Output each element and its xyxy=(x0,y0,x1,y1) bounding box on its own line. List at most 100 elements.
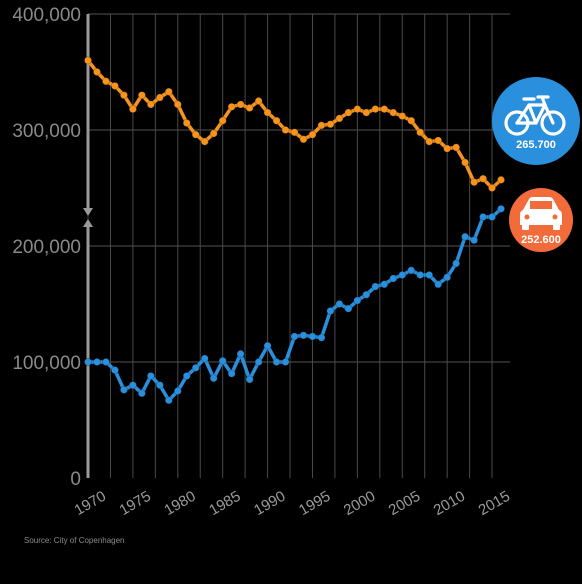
x-tick-labels: 1970 1975 1980 1985 1990 1995 2000 2005 2010 2015 xyxy=(72,488,513,519)
data-point xyxy=(488,183,497,192)
data-point xyxy=(425,270,434,279)
data-point xyxy=(479,174,488,183)
data-point xyxy=(173,386,182,395)
x-tick-label: 2010 xyxy=(431,488,468,519)
data-point xyxy=(272,357,281,366)
data-point xyxy=(326,120,335,129)
x-tick-label: 1990 xyxy=(251,488,288,519)
y-axis xyxy=(83,14,93,478)
data-point xyxy=(416,128,425,137)
data-point xyxy=(245,375,254,384)
data-point xyxy=(290,332,299,341)
data-point xyxy=(209,129,218,138)
data-point xyxy=(362,108,371,117)
data-point xyxy=(182,371,191,380)
x-tick-label: 2005 xyxy=(386,488,423,519)
axis-break-arrow-up xyxy=(83,219,93,227)
data-point xyxy=(236,349,245,358)
data-point xyxy=(227,369,236,378)
data-point xyxy=(110,81,119,90)
y-tick-label: 300,000 xyxy=(12,121,81,142)
y-tick-labels: 0 100,000 200,000 300,000 400,000 xyxy=(12,5,81,490)
x-tick-label: 1985 xyxy=(206,488,243,519)
car-icon xyxy=(520,197,562,230)
data-point xyxy=(371,105,380,114)
y-tick-label: 200,000 xyxy=(12,237,81,258)
data-point xyxy=(281,357,290,366)
data-point xyxy=(227,102,236,111)
data-point xyxy=(308,332,317,341)
series-line-0 xyxy=(86,59,503,190)
data-point xyxy=(218,356,227,365)
data-point xyxy=(146,100,155,109)
data-point xyxy=(317,333,326,342)
y-tick-label: 400,000 xyxy=(12,5,81,26)
data-point xyxy=(92,357,101,366)
data-point xyxy=(470,236,479,245)
data-point xyxy=(164,87,173,96)
series-line-1 xyxy=(88,207,503,403)
data-point xyxy=(290,128,299,137)
data-point xyxy=(101,77,110,86)
data-point xyxy=(155,381,164,390)
series-layer xyxy=(84,56,506,405)
data-point xyxy=(191,363,200,372)
x-tick-label: 1995 xyxy=(296,488,333,519)
car-value-label: 252.600 xyxy=(521,234,561,246)
y-tick-label: 0 xyxy=(70,469,81,490)
data-point xyxy=(119,385,128,394)
data-point xyxy=(326,306,335,315)
data-point xyxy=(299,331,308,340)
data-point xyxy=(200,137,209,146)
x-tick-label: 2000 xyxy=(341,488,378,519)
data-point xyxy=(380,105,389,114)
data-point xyxy=(398,270,407,279)
data-point xyxy=(434,280,443,289)
data-point xyxy=(335,114,344,123)
data-point xyxy=(191,130,200,139)
data-point xyxy=(344,304,353,313)
grid-lines xyxy=(87,13,510,478)
data-point xyxy=(308,130,317,139)
y-tick-label: 100,000 xyxy=(12,353,81,374)
data-point xyxy=(470,178,479,187)
x-tick-label: 1970 xyxy=(72,488,109,519)
data-point xyxy=(425,137,434,146)
data-point xyxy=(353,105,362,114)
data-point xyxy=(452,259,461,268)
data-point xyxy=(452,143,461,152)
data-point xyxy=(101,357,110,366)
data-point xyxy=(479,212,488,221)
data-point xyxy=(164,396,173,405)
data-point xyxy=(92,68,101,77)
data-point xyxy=(236,100,245,109)
data-point xyxy=(263,341,272,350)
data-point xyxy=(389,108,398,117)
data-point xyxy=(173,100,182,109)
data-point xyxy=(272,116,281,125)
data-point xyxy=(245,103,254,112)
data-point xyxy=(200,354,209,363)
data-point xyxy=(443,273,452,282)
data-point xyxy=(317,121,326,130)
data-point xyxy=(110,366,119,375)
data-point xyxy=(209,374,218,383)
data-point xyxy=(371,282,380,291)
data-point xyxy=(84,357,93,366)
data-point xyxy=(84,56,93,65)
data-point xyxy=(380,280,389,289)
data-point xyxy=(488,212,497,221)
bicycle-value-label: 265.700 xyxy=(516,139,556,151)
bicycle-icon xyxy=(504,95,566,136)
data-point xyxy=(353,296,362,305)
axis-break-arrow-down xyxy=(83,208,93,216)
data-point xyxy=(146,371,155,380)
data-point xyxy=(218,116,227,125)
x-tick-label: 2015 xyxy=(476,488,513,519)
data-point xyxy=(497,204,506,213)
data-point xyxy=(407,266,416,275)
data-point xyxy=(263,108,272,117)
data-point xyxy=(128,381,137,390)
badges-layer: 265.700 252.600 xyxy=(492,77,580,252)
